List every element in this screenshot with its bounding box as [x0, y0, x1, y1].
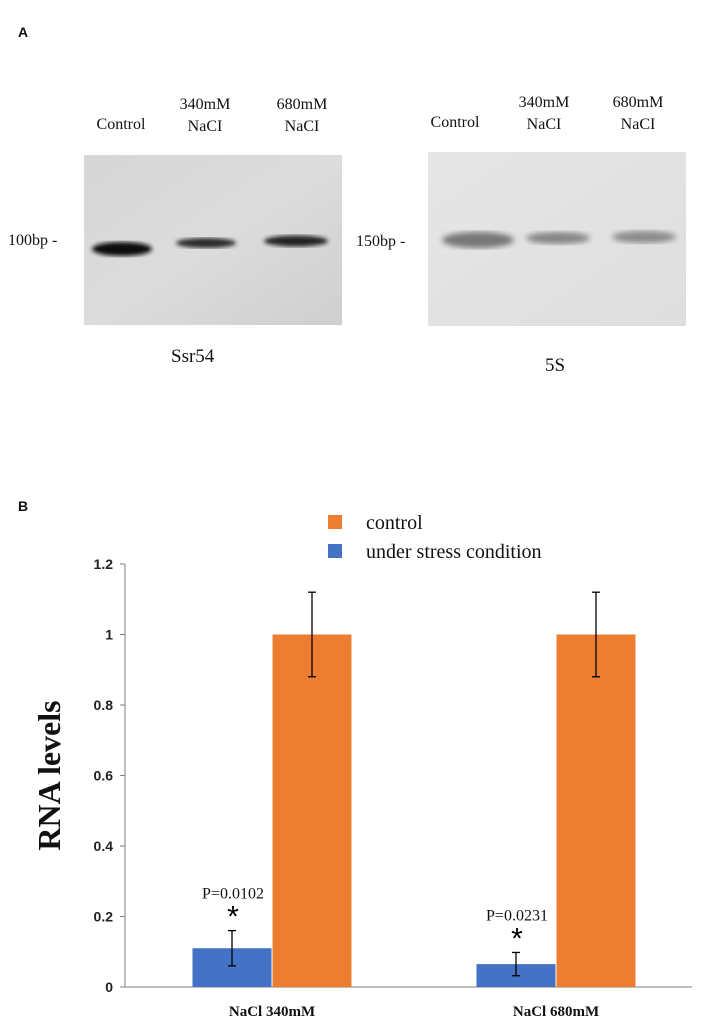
gel-band-340 — [526, 232, 590, 244]
significance-marker: * — [227, 901, 239, 934]
y-axis-title: RNA levels — [31, 700, 67, 850]
y-tick-label: 0.4 — [94, 838, 114, 854]
right-gel-lane-340: 340mM NaCI — [506, 92, 582, 136]
legend-swatch-control — [328, 515, 342, 529]
p-value-annotation: P=0.0231 — [486, 907, 548, 924]
y-tick-label: 0.8 — [94, 697, 114, 713]
legend-swatch-stress — [328, 544, 342, 558]
y-tick-label: 0.2 — [94, 909, 114, 925]
right-gel-title: 5S — [545, 355, 565, 377]
gel-band-control — [92, 242, 152, 256]
left-gel-lane-control: Control — [84, 114, 158, 136]
left-gel-lane-680: 680mM NaCI — [262, 94, 342, 138]
ssr54-gel-image — [84, 155, 342, 325]
right-gel-lane-680: 680mM NaCI — [598, 92, 678, 136]
gel-band-control — [442, 232, 514, 248]
legend-label-control: control — [366, 512, 423, 534]
gel-band-680 — [264, 236, 328, 247]
gel-band-680 — [612, 231, 676, 243]
bar-control-1 — [557, 635, 636, 988]
right-gel-lane-control: Control — [418, 112, 492, 134]
x-category-label: NaCl 340mM — [229, 1004, 315, 1020]
left-gel-lane-340: 340mM NaCI — [168, 94, 242, 138]
bar-control-0 — [273, 635, 352, 988]
gel-band-340 — [176, 238, 236, 248]
y-tick-label: 1.2 — [94, 556, 114, 572]
p-value-annotation: P=0.0102 — [202, 886, 264, 903]
right-gel-marker: 150bp - — [356, 233, 405, 251]
5s-gel-image — [428, 152, 686, 326]
y-tick-label: 1 — [105, 627, 113, 643]
left-gel-title: Ssr54 — [171, 346, 214, 368]
x-category-label: NaCl 680mM — [513, 1004, 599, 1020]
legend-label-stress: under stress condition — [366, 541, 542, 563]
y-tick-label: 0 — [105, 979, 113, 995]
significance-marker: * — [511, 922, 523, 955]
y-tick-label: 0.6 — [94, 768, 114, 784]
panel-a-label: A — [18, 24, 28, 40]
left-gel-marker: 100bp - — [8, 232, 57, 250]
